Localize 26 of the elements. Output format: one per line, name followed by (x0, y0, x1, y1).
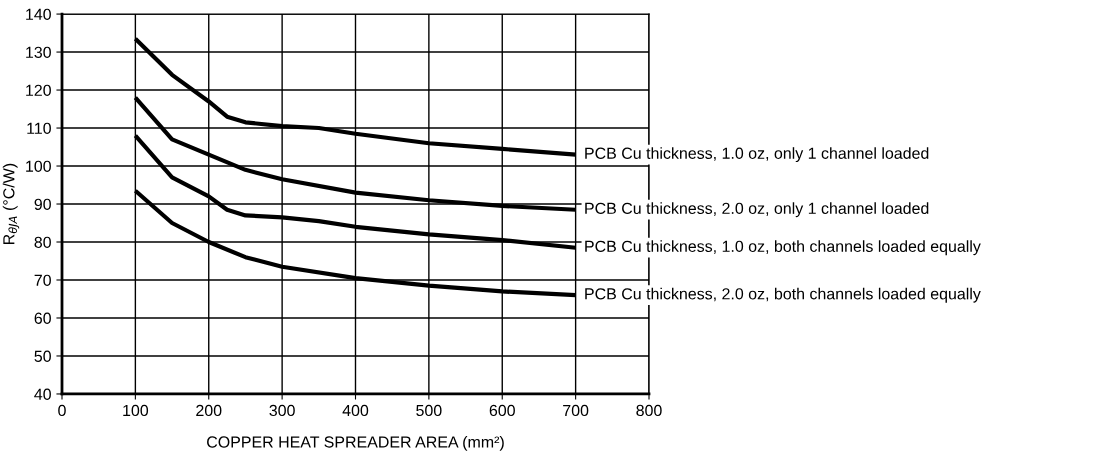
x-tick-label: 800 (636, 404, 662, 417)
y-tick-label: 100 (26, 160, 51, 172)
y-tick-label: 90 (34, 198, 51, 210)
series-label: PCB Cu thickness, 2.0 oz, only 1 channel loaded (585, 202, 929, 218)
x-tick-label: 500 (416, 404, 442, 417)
y-tick-label: 60 (34, 312, 51, 324)
series-label: PCB Cu thickness, 1.0 oz, only 1 channel loaded (585, 147, 929, 163)
y-tick-label: 110 (27, 122, 51, 134)
x-tick-label: 700 (563, 404, 589, 417)
x-tick-label: 200 (196, 404, 222, 417)
y-tick-label: 120 (26, 84, 51, 96)
x-axis-title: COPPER HEAT SPREADER AREA (mm²) (207, 435, 504, 451)
x-tick-label: 0 (58, 404, 66, 417)
y-axis-title: R$_{θJA}$ (°C/W) (2, 163, 20, 244)
y-tick-label: 40 (34, 388, 51, 400)
y-tick-label: 140 (26, 8, 51, 21)
y-tick-label: 70 (34, 274, 51, 286)
series-label: PCB Cu thickness, 1.0 oz, both channels loaded equally (585, 240, 981, 256)
x-tick-label: 300 (269, 404, 295, 417)
x-tick-label: 400 (342, 404, 369, 417)
y-tick-label: 130 (26, 46, 51, 58)
x-tick-label: 100 (123, 404, 149, 417)
y-tick-label: 50 (34, 350, 51, 362)
series-label: PCB Cu thickness, 2.0 oz, both channels loaded equally (585, 287, 981, 303)
y-tick-label: 80 (34, 236, 51, 248)
x-tick-label: 600 (489, 404, 515, 417)
